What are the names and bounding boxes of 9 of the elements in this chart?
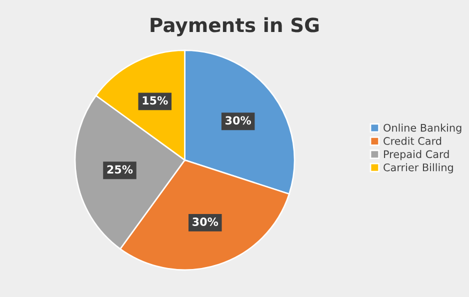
data-label: 25%	[107, 165, 133, 174]
legend-label: Credit Card	[384, 136, 442, 145]
chart-title: Payments in SG	[150, 17, 319, 36]
legend-label: Online Banking	[384, 124, 462, 134]
legend-label: Prepaid Card	[384, 150, 449, 160]
data-label: 15%	[142, 96, 168, 105]
data-label: 30%	[192, 218, 218, 226]
legend-label: Carrier Billing	[384, 163, 453, 174]
data-label: 30%	[226, 116, 252, 125]
